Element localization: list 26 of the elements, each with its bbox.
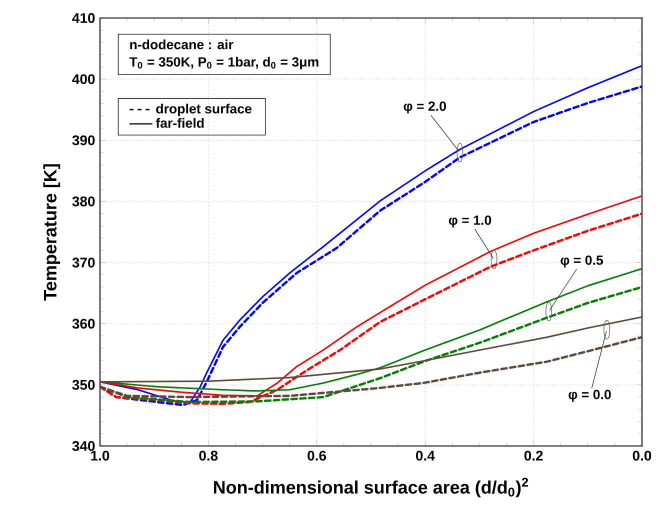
x-tick-label: 0.8 [199,450,218,461]
y-tick-label: 350 [72,380,95,390]
y-tick-label: 410 [72,13,95,23]
line-series [100,316,642,383]
y-axis-title: Temperature [K] [43,164,60,301]
x-tick-label: 0.4 [416,450,435,461]
annotation: φ = 0.0 [568,390,611,402]
x-tick-label: 0.6 [308,450,326,461]
annotation: droplet surface [156,104,252,116]
y-tick-label: 340 [72,441,95,451]
x-tick-label: 0.2 [524,450,543,461]
x-tick-label: 1.0 [91,450,110,461]
y-tick-label: 380 [72,196,95,206]
y-tick-label: 360 [72,318,95,329]
x-tick-label: 0.0 [632,450,652,461]
line-series [100,286,642,404]
y-tick-label: 390 [72,135,95,146]
annotation: φ = 2.0 [404,101,446,114]
y-tick-label: 370 [72,258,95,268]
annotation: T$_{0}$ = 350K, P$_{0}$ = 1bar, d$_{0}$ = 3μm [129,56,318,70]
annotation: n-dodecane : air [130,40,234,50]
annotation: far-field [156,118,204,128]
x-axis-title: Non-dimensional surface area (d/d$_{0}$)$^{2}$ [214,478,528,498]
annotation: φ = 1.0 [448,215,492,228]
annotation: φ = 0.5 [560,255,604,268]
y-tick-label: 400 [72,74,95,84]
